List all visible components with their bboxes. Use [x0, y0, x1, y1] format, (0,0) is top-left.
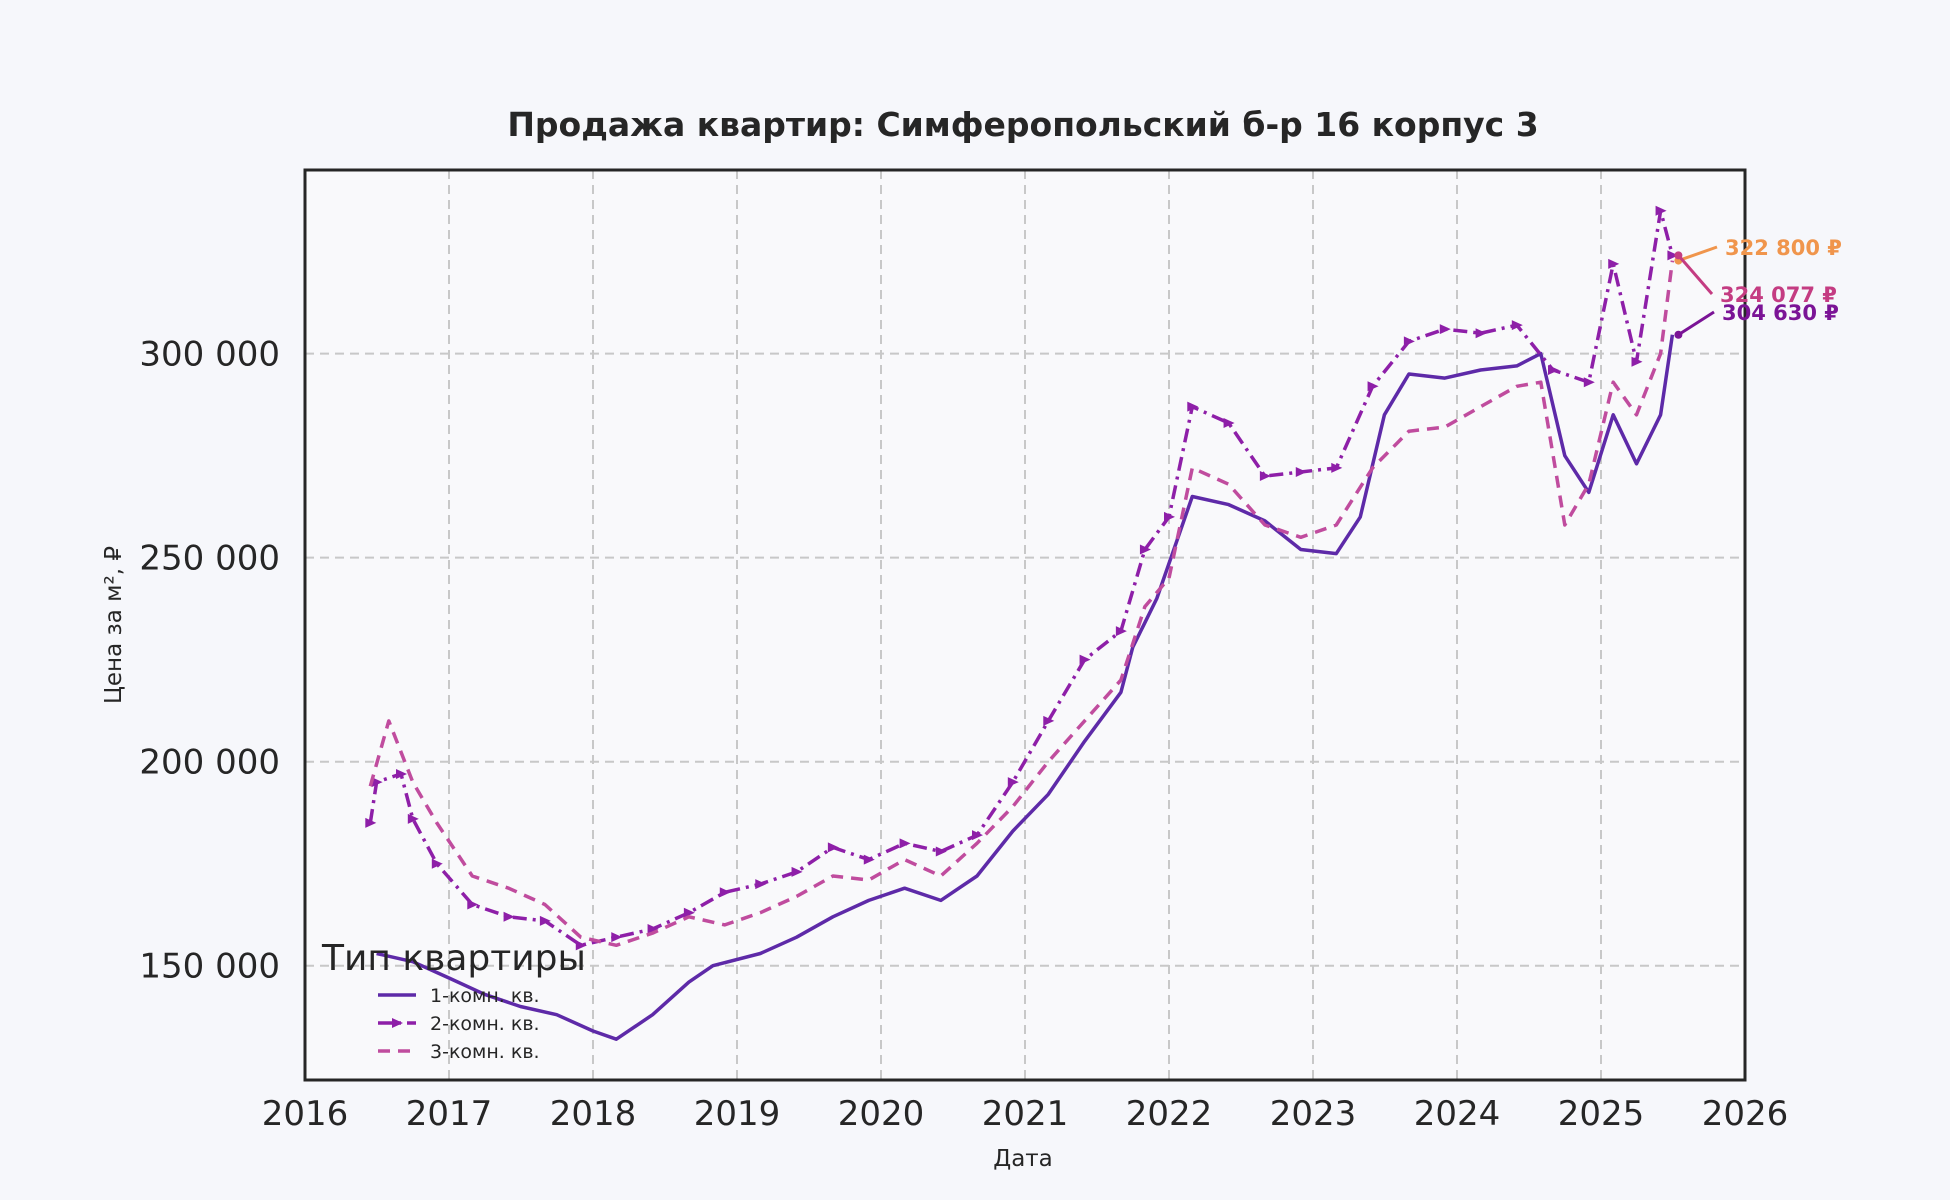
series-line-3	[368, 260, 1675, 948]
tick-labels: 2016 2017 2018 2019 2020 2021 2022 2023 2024 2025…	[139, 335, 1788, 1134]
series-marker	[467, 899, 479, 910]
x-tick-label: 2018	[550, 1094, 637, 1134]
series-marker	[1187, 401, 1199, 412]
series-marker	[1079, 654, 1091, 665]
series-marker	[1608, 258, 1620, 269]
series-marker	[1367, 381, 1379, 392]
annotation-label: 324 077 ₽	[1720, 283, 1837, 307]
series-marker	[827, 842, 839, 853]
series-marker	[1655, 205, 1667, 216]
series-marker	[647, 924, 659, 935]
x-axis-label: Дата	[993, 1146, 1053, 1172]
series-marker	[1583, 377, 1595, 388]
x-tick-label: 2019	[694, 1094, 781, 1134]
series-marker	[1223, 418, 1235, 429]
series-marker	[371, 777, 383, 788]
series-marker	[935, 846, 947, 857]
x-tick-label: 2025	[1558, 1094, 1645, 1134]
series-marker	[683, 907, 695, 918]
annotation-label: 304 630 ₽	[1722, 301, 1839, 325]
x-tick-label: 2024	[1414, 1094, 1501, 1134]
x-tick-label: 2022	[1126, 1094, 1213, 1134]
x-tick-label: 2021	[982, 1094, 1069, 1134]
series-marker	[575, 940, 587, 951]
series-marker	[755, 879, 767, 890]
series-marker	[863, 854, 875, 865]
series-marker	[791, 866, 803, 877]
series-marker	[1331, 462, 1343, 473]
annotation-arrow	[1677, 310, 1715, 337]
x-tick-label: 2023	[1270, 1094, 1357, 1134]
series-marker	[972, 830, 983, 841]
x-tick-label: 2016	[262, 1094, 349, 1134]
series-marker	[719, 887, 731, 898]
plot-frame	[303, 168, 1747, 1082]
series-marker	[1259, 471, 1271, 482]
annotation-label: 322 800 ₽	[1725, 236, 1842, 260]
series-marker	[365, 817, 377, 828]
series-marker	[1439, 324, 1451, 335]
annotation-arrowhead	[1674, 251, 1683, 260]
series-marker	[1295, 466, 1307, 477]
series-marker	[1139, 544, 1151, 555]
series-marker	[1115, 626, 1127, 637]
legend: Тип квартиры 1-комн. кв. 2-комн. кв. 3-комн…	[321, 938, 586, 1063]
legend-marker	[392, 1018, 403, 1028]
annotation-arrowhead	[1674, 330, 1683, 339]
series-marker	[1511, 320, 1523, 331]
chart-title: Продажа квартир: Симферопольский б-р 16 …	[507, 105, 1538, 144]
series-marker	[1403, 336, 1415, 347]
annotation-arrow	[1677, 245, 1718, 263]
series-layer	[365, 205, 1679, 1041]
series-marker	[431, 858, 443, 869]
series-marker	[611, 932, 623, 943]
series-marker	[396, 768, 407, 779]
legend-entry-label: 3-комн. кв.	[430, 1041, 540, 1063]
series-marker	[1548, 364, 1559, 375]
y-tick-label: 250 000	[139, 539, 280, 579]
legend-entry-label: 1-комн. кв.	[430, 985, 540, 1007]
grid	[304, 170, 1746, 1080]
series-marker	[1667, 250, 1679, 261]
legend-title: Тип квартиры	[321, 938, 586, 979]
series-line-2	[368, 209, 1675, 948]
series-marker	[407, 813, 419, 824]
series-marker	[1475, 328, 1487, 339]
series-line-1	[376, 334, 1675, 1041]
series-marker	[899, 838, 911, 849]
end-value-annotations: 322 800 ₽ 324 077 ₽304 630 ₽	[1674, 236, 1842, 339]
series-marker	[539, 915, 551, 926]
annotation-arrow	[1677, 254, 1714, 295]
y-tick-label: 200 000	[139, 743, 280, 783]
x-tick-label: 2026	[1702, 1094, 1789, 1134]
series-marker	[503, 911, 515, 922]
series-marker	[1631, 356, 1643, 367]
y-tick-label: 150 000	[139, 947, 280, 987]
series-marker	[1007, 777, 1019, 788]
y-axis-label: Цена за м², ₽	[101, 546, 127, 704]
legend-entry-label: 2-комн. кв.	[430, 1013, 540, 1035]
x-tick-label: 2017	[406, 1094, 493, 1134]
x-tick-label: 2020	[838, 1094, 925, 1134]
y-tick-label: 300 000	[139, 335, 280, 375]
series-marker	[1043, 715, 1055, 726]
series-marker	[1164, 511, 1175, 522]
